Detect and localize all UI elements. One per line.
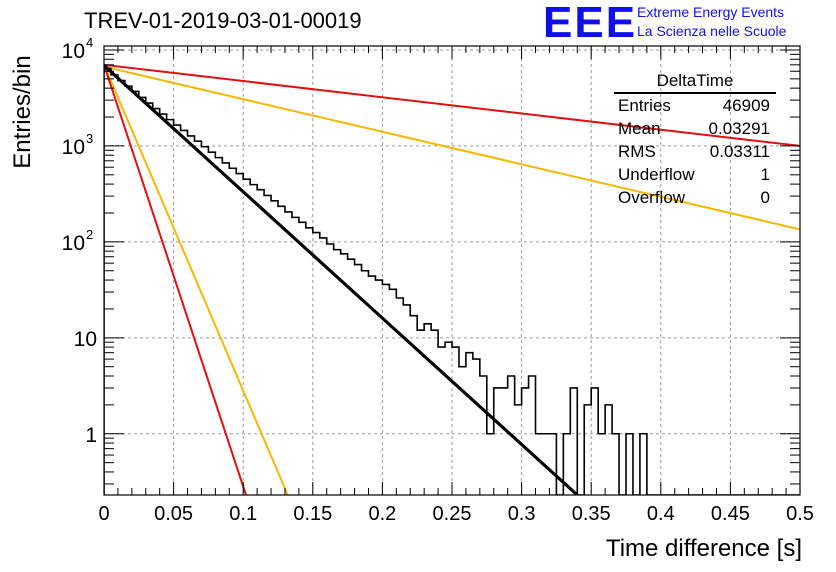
stats-label: Entries: [618, 96, 671, 115]
y-tick-label: 10: [74, 328, 97, 351]
run-title: TREV-01-2019-03-01-00019: [84, 8, 362, 33]
stats-label: RMS: [618, 142, 656, 161]
stats-value: 1: [760, 165, 770, 184]
stats-row-overflow: Overflow 0: [608, 186, 778, 209]
stats-row-rms: RMS 0.03311: [608, 140, 778, 163]
expected-yellow-line-2: [104, 65, 800, 231]
y-tick-label: 1: [85, 424, 97, 447]
x-tick-label: 0.1: [229, 503, 257, 525]
x-axis-title: Time difference [s]: [605, 535, 802, 562]
stats-value: 46909: [722, 96, 770, 115]
stats-label: Mean: [618, 119, 661, 138]
x-tick-label: 0: [98, 503, 109, 525]
y-tick-exponent: 4: [86, 35, 93, 50]
stats-row-mean: Mean 0.03291: [608, 117, 778, 140]
x-tick-label: 0.5: [786, 503, 814, 525]
logo-line-1: Extreme Energy Events: [637, 4, 785, 20]
stats-row-underflow: Underflow 1: [608, 163, 778, 186]
stats-box: DeltaTime Entries 46909 Mean 0.03291 RMS…: [608, 70, 778, 209]
eee-logo: EEE: [543, 0, 638, 47]
fit-line-top: [104, 64, 579, 495]
x-tick-label: 0.3: [508, 503, 536, 525]
y-axis-title: Entries/bin: [9, 55, 36, 169]
stats-title: DeltaTime: [614, 70, 776, 94]
x-tick-label: 0.25: [433, 503, 472, 525]
stats-value: 0: [760, 188, 770, 207]
expected-yellow-line-3: [104, 64, 289, 495]
stats-value: 0.03291: [708, 119, 770, 138]
logo-line-2: La Scienza nelle Scuole: [637, 23, 787, 39]
stats-label: Overflow: [618, 188, 686, 207]
stats-label: Underflow: [618, 165, 695, 184]
x-tick-label: 0.45: [711, 503, 750, 525]
stats-row-entries: Entries 46909: [608, 94, 778, 117]
x-tick-label: 0.4: [647, 503, 675, 525]
histogram-bars: [104, 67, 800, 495]
y-tick-label: 10: [62, 40, 85, 63]
y-tick-label: 10: [62, 136, 85, 159]
x-tick-label: 0.2: [368, 503, 396, 525]
x-tick-label: 0.05: [154, 503, 193, 525]
y-tick-label: 10: [62, 232, 85, 255]
x-tick-label: 0.15: [293, 503, 332, 525]
expected-red-line-4: [104, 64, 247, 495]
x-tick-label: 0.35: [572, 503, 611, 525]
y-tick-exponent: 3: [86, 131, 93, 146]
expected-red-line-1: [104, 63, 800, 147]
y-tick-exponent: 2: [86, 227, 93, 242]
stats-value: 0.03311: [709, 142, 770, 161]
